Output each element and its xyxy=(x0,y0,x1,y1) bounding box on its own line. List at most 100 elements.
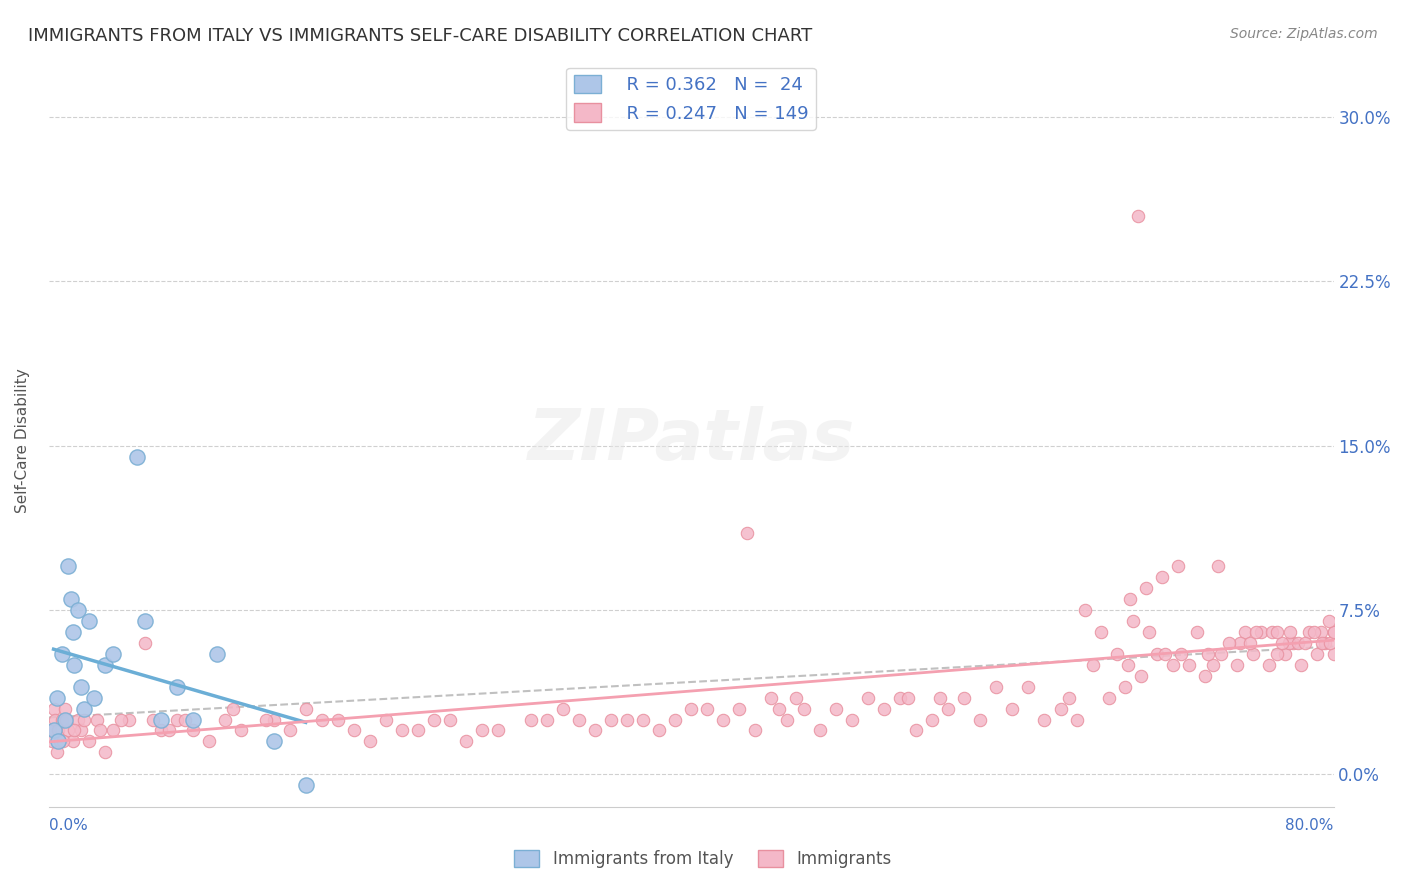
Point xyxy=(1129,669,1152,683)
Point xyxy=(1239,636,1261,650)
Point xyxy=(134,636,156,650)
Point xyxy=(1126,209,1149,223)
Point xyxy=(294,778,316,792)
Text: 80.0%: 80.0% xyxy=(1285,818,1333,833)
Point xyxy=(63,723,86,738)
Point xyxy=(83,690,105,705)
Point xyxy=(63,657,86,672)
Point xyxy=(51,713,73,727)
Point xyxy=(1265,647,1288,661)
Point xyxy=(793,701,815,715)
Point xyxy=(1229,636,1251,650)
Point xyxy=(62,624,84,639)
Point xyxy=(1197,647,1219,661)
Point xyxy=(1277,636,1299,650)
Point xyxy=(631,713,654,727)
Point xyxy=(166,713,188,727)
Point xyxy=(904,723,927,738)
Point xyxy=(1090,624,1112,639)
Point xyxy=(181,713,204,727)
Point xyxy=(1279,624,1302,639)
Point xyxy=(1234,624,1257,639)
Point xyxy=(1150,570,1173,584)
Point xyxy=(134,614,156,628)
Point xyxy=(125,450,148,464)
Point xyxy=(44,713,66,727)
Point xyxy=(969,713,991,727)
Point xyxy=(1154,647,1177,661)
Point xyxy=(263,734,285,748)
Point xyxy=(519,713,541,727)
Point xyxy=(1049,701,1071,715)
Legend:   R = 0.362   N =  24,   R = 0.247   N = 149: R = 0.362 N = 24, R = 0.247 N = 149 xyxy=(567,68,815,129)
Point xyxy=(1294,636,1316,650)
Point xyxy=(808,723,831,738)
Point xyxy=(1161,657,1184,672)
Point xyxy=(77,734,100,748)
Point xyxy=(45,745,67,759)
Point xyxy=(568,713,591,727)
Point xyxy=(1246,624,1268,639)
Point xyxy=(1303,624,1326,639)
Point xyxy=(471,723,494,738)
Point xyxy=(841,713,863,727)
Point xyxy=(1310,636,1333,650)
Point xyxy=(1135,581,1157,595)
Point xyxy=(101,723,124,738)
Legend: Immigrants from Italy, Immigrants: Immigrants from Italy, Immigrants xyxy=(508,843,898,875)
Point xyxy=(1209,647,1232,661)
Point xyxy=(1322,624,1344,639)
Point xyxy=(73,701,96,715)
Point xyxy=(77,614,100,628)
Point xyxy=(70,680,93,694)
Point xyxy=(1185,624,1208,639)
Point xyxy=(456,734,478,748)
Point xyxy=(1322,624,1344,639)
Point xyxy=(1226,657,1249,672)
Point xyxy=(66,603,89,617)
Point xyxy=(1274,647,1296,661)
Point xyxy=(375,713,398,727)
Point xyxy=(166,680,188,694)
Point xyxy=(551,701,574,715)
Point xyxy=(86,713,108,727)
Point xyxy=(936,701,959,715)
Point xyxy=(737,526,759,541)
Point xyxy=(53,701,76,715)
Point xyxy=(423,713,446,727)
Point xyxy=(1146,647,1168,661)
Point xyxy=(110,713,132,727)
Point xyxy=(1202,657,1225,672)
Point xyxy=(1057,690,1080,705)
Point xyxy=(311,713,333,727)
Point xyxy=(856,690,879,705)
Point xyxy=(1298,624,1320,639)
Point xyxy=(39,723,62,738)
Point xyxy=(406,723,429,738)
Point xyxy=(1001,701,1024,715)
Point xyxy=(1017,680,1039,694)
Point xyxy=(1081,657,1104,672)
Point xyxy=(1118,592,1140,607)
Point xyxy=(1033,713,1056,727)
Point xyxy=(42,723,65,738)
Point xyxy=(1122,614,1144,628)
Point xyxy=(118,713,141,727)
Point xyxy=(1271,636,1294,650)
Point xyxy=(761,690,783,705)
Point xyxy=(391,723,413,738)
Point xyxy=(150,713,173,727)
Point xyxy=(1194,669,1216,683)
Point xyxy=(73,713,96,727)
Point xyxy=(1258,657,1281,672)
Point xyxy=(94,657,117,672)
Point xyxy=(873,701,896,715)
Point xyxy=(66,713,89,727)
Point xyxy=(1261,624,1284,639)
Point xyxy=(1167,559,1189,574)
Point xyxy=(94,745,117,759)
Point xyxy=(616,713,638,727)
Point xyxy=(52,734,75,748)
Point xyxy=(1098,690,1121,705)
Point xyxy=(1317,614,1340,628)
